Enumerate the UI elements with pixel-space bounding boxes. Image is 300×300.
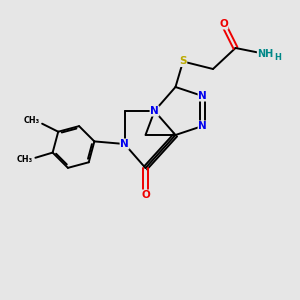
Text: O: O xyxy=(219,19,228,29)
Text: N: N xyxy=(150,106,159,116)
Text: CH₃: CH₃ xyxy=(24,116,40,125)
Text: N: N xyxy=(198,121,207,131)
Text: H: H xyxy=(275,53,281,62)
Text: CH₃: CH₃ xyxy=(17,155,33,164)
Text: N: N xyxy=(198,91,207,101)
Text: S: S xyxy=(179,56,187,67)
Text: O: O xyxy=(141,190,150,200)
Text: NH: NH xyxy=(257,49,274,59)
Text: N: N xyxy=(120,139,129,149)
